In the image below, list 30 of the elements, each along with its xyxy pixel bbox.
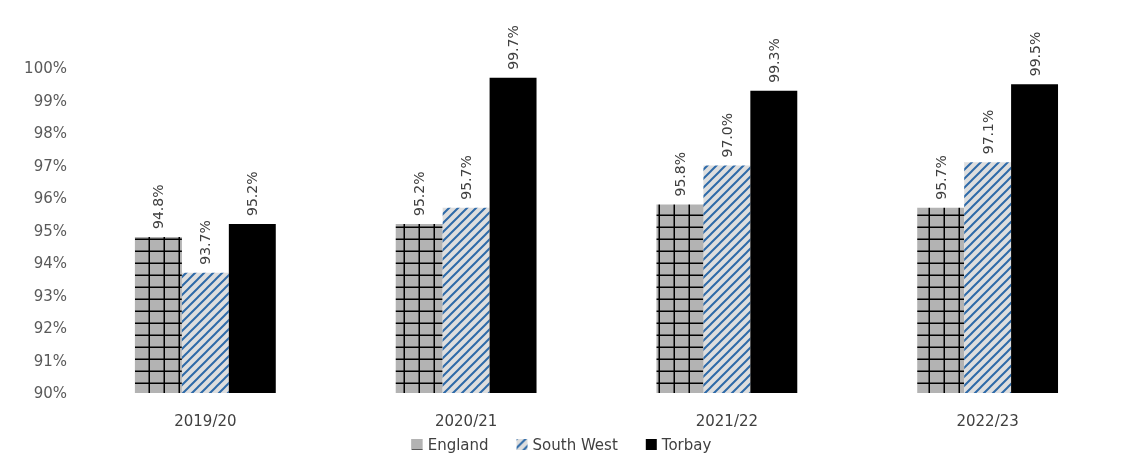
y-tick-label: 97% [33, 156, 67, 175]
x-tick-label: 2022/23 [956, 411, 1019, 430]
x-tick-label: 2020/21 [434, 411, 498, 430]
data-label: 99.3% [765, 38, 782, 83]
y-tick-label: 92% [33, 319, 67, 337]
data-label: 95.7% [932, 155, 949, 200]
y-tick-label: 99% [33, 91, 67, 110]
y-tick-label: 93% [33, 286, 67, 305]
legend-label: South West [532, 435, 618, 454]
data-label: 95.7% [458, 155, 475, 200]
data-label: 97.1% [979, 109, 996, 155]
legend-label: Torbay [660, 435, 712, 454]
data-label: 95.2% [244, 171, 261, 216]
data-label: 94.8% [150, 184, 167, 229]
x-tick-label: 2021/22 [695, 411, 759, 430]
data-label: 99.7% [505, 25, 522, 70]
data-label: 95.8% [671, 152, 688, 197]
y-tick-label: 90% [33, 384, 67, 402]
y-tick-label: 100% [24, 59, 67, 77]
data-label: 97.0% [718, 113, 735, 158]
data-label: 99.5% [1026, 31, 1043, 77]
x-tick-label: 2019/20 [174, 411, 237, 430]
y-tick-label: 94% [33, 254, 67, 272]
data-label: 93.7% [197, 220, 214, 265]
y-tick-label: 95% [33, 221, 67, 240]
y-tick-label: 96% [33, 189, 67, 207]
data-label: 95.2% [411, 171, 428, 216]
y-tick-label: 98% [33, 124, 67, 142]
legend-label: England [427, 435, 489, 454]
y-tick-label: 91% [33, 351, 67, 370]
